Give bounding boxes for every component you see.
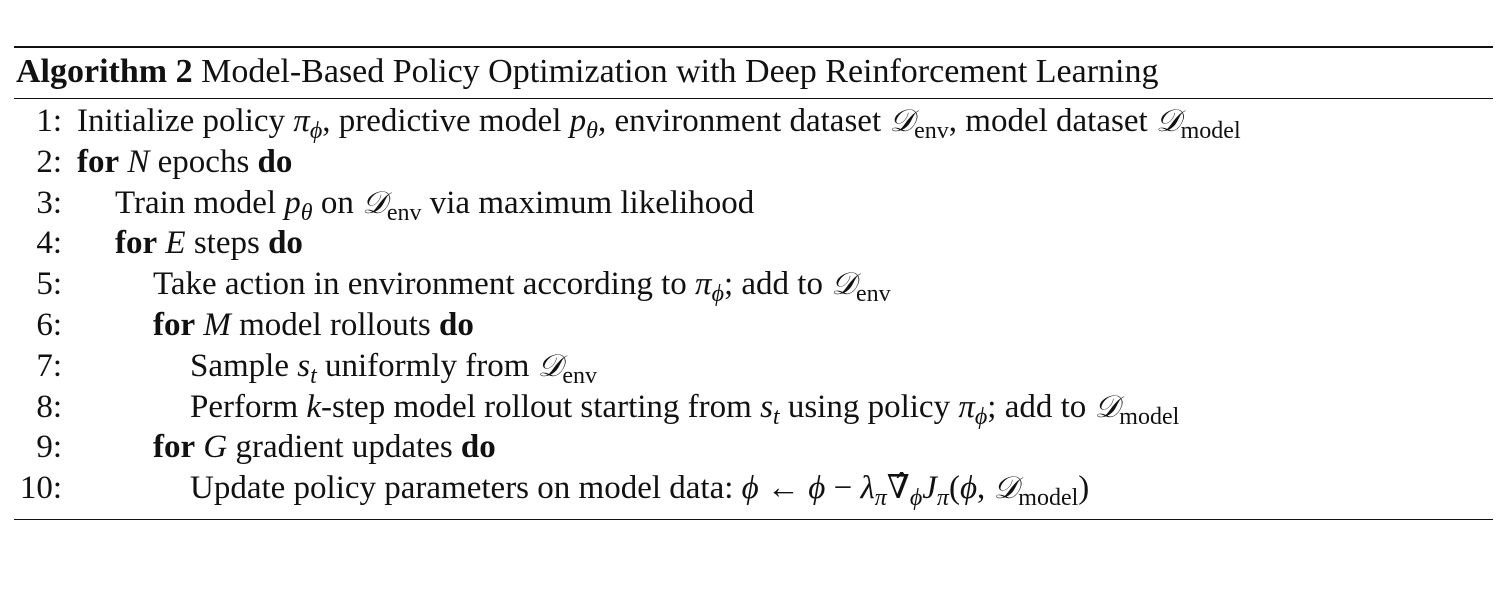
line-text: Sample st uniformly from 𝒟env bbox=[190, 347, 598, 389]
algorithm-line: 4: for E steps do bbox=[14, 223, 1493, 264]
line-text: for M model rollouts do bbox=[153, 306, 474, 343]
line-text: Update policy parameters on model data: … bbox=[190, 470, 1090, 512]
line-number: 9: bbox=[36, 429, 62, 466]
line-number: 4: bbox=[36, 225, 62, 262]
line-text: for E steps do bbox=[115, 225, 303, 262]
line-text: Train model pθ on 𝒟env via maximum likel… bbox=[115, 184, 755, 226]
algorithm-line: 3: Train model pθ on 𝒟env via maximum li… bbox=[14, 183, 1493, 226]
algorithm-line: 9: for G gradient updates do bbox=[14, 427, 1493, 468]
bottom-rule bbox=[14, 518, 1493, 520]
line-text: Perform k-step model rollout starting fr… bbox=[190, 388, 1180, 430]
line-number: 1: bbox=[36, 103, 62, 139]
line-text: Initialize policy πϕ, predictive model p… bbox=[77, 103, 1241, 144]
line-number: 10: bbox=[19, 470, 62, 507]
line-number: 6: bbox=[36, 306, 62, 343]
algorithm-lines: 1: Initialize policy πϕ, predictive mode… bbox=[14, 99, 1493, 512]
algorithm-label: Algorithm 2 bbox=[16, 53, 193, 90]
algorithm-line: 6: for M model rollouts do bbox=[14, 305, 1493, 346]
line-text: for G gradient updates do bbox=[153, 429, 496, 466]
top-rule bbox=[14, 46, 1493, 48]
algorithm-line: 1: Initialize policy πϕ, predictive mode… bbox=[14, 101, 1493, 144]
algorithm-title: Model-Based Policy Optimization with Dee… bbox=[201, 53, 1159, 90]
line-number: 3: bbox=[36, 184, 62, 221]
line-number: 2: bbox=[36, 143, 62, 180]
algorithm-line: 5: Take action in environment according … bbox=[14, 264, 1493, 308]
algorithm-line: 8: Perform k-step model rollout starting… bbox=[14, 387, 1493, 430]
algorithm-line: 2: for N epochs do bbox=[14, 142, 1493, 183]
algorithm-caption: Algorithm 2 Model-Based Policy Optimizat… bbox=[14, 48, 1493, 98]
line-number: 8: bbox=[36, 388, 62, 425]
algorithm-line: 7: Sample st uniformly from 𝒟env bbox=[14, 346, 1493, 389]
caption-rule bbox=[14, 98, 1493, 99]
line-number: 5: bbox=[36, 266, 62, 303]
line-text: Take action in environment according to … bbox=[153, 266, 891, 308]
line-text: for N epochs do bbox=[77, 143, 293, 180]
line-number: 7: bbox=[36, 347, 62, 384]
algorithm-block: Algorithm 2 Model-Based Policy Optimizat… bbox=[14, 46, 1493, 520]
algorithm-line: 10: Update policy parameters on model da… bbox=[14, 468, 1493, 512]
